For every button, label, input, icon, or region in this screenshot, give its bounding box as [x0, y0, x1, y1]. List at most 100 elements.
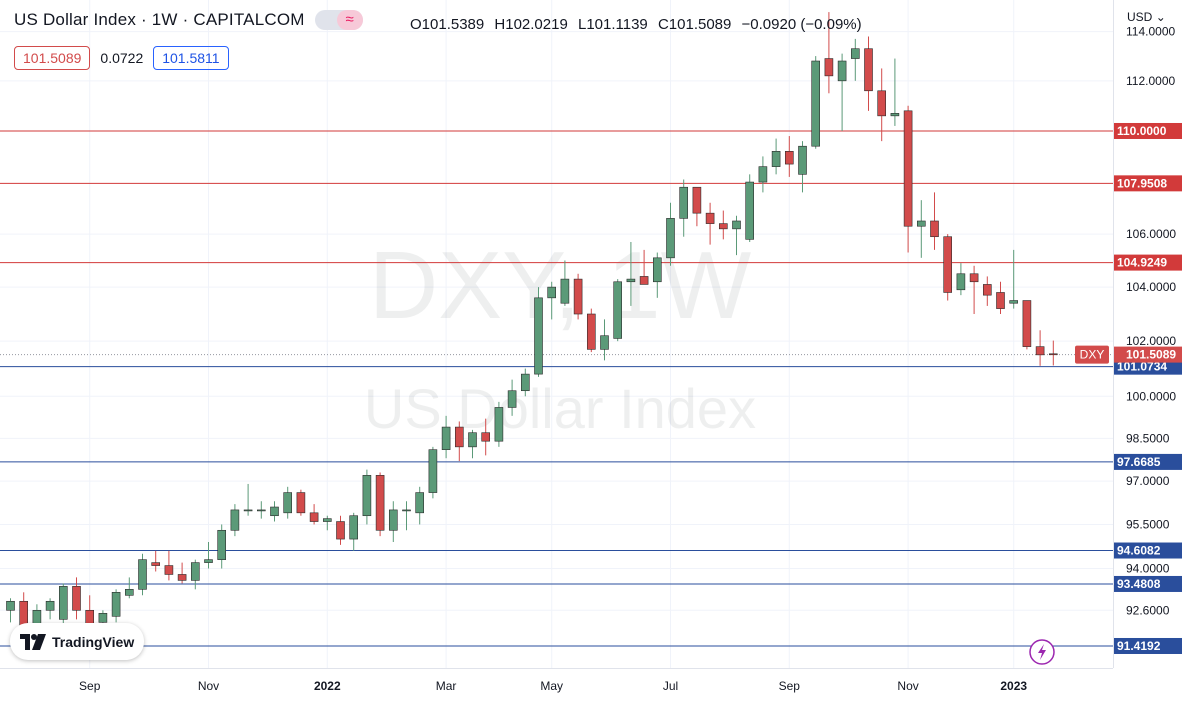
candle-body[interactable] [270, 506, 279, 517]
style-toggle[interactable]: ≈ [314, 10, 363, 30]
current-price-tag[interactable] [1114, 346, 1182, 363]
candle-body[interactable] [679, 186, 689, 219]
level-tag-support[interactable] [1114, 637, 1182, 654]
candle-body[interactable] [1049, 353, 1058, 356]
candle-body[interactable] [600, 335, 609, 350]
candle-body[interactable] [982, 284, 992, 296]
ask-price-box[interactable]: 101.5811 [153, 46, 229, 70]
candle-body[interactable] [349, 515, 359, 540]
candle-body[interactable] [138, 559, 147, 590]
candle-body[interactable] [784, 151, 794, 165]
candle-body[interactable] [6, 600, 15, 611]
candle-body[interactable] [547, 286, 557, 299]
candle-body[interactable] [125, 589, 134, 596]
candle-body[interactable] [943, 236, 953, 293]
level-tag-support[interactable] [1114, 358, 1182, 375]
candle-body[interactable] [296, 492, 306, 514]
level-tag-support[interactable] [1114, 575, 1182, 592]
candle-body[interactable] [191, 562, 200, 581]
candle-body[interactable] [850, 48, 860, 59]
candle-body[interactable] [151, 562, 160, 566]
candle-body[interactable] [204, 559, 213, 563]
candle-body[interactable] [441, 426, 451, 450]
candle-body[interactable] [428, 449, 438, 493]
candle-body[interactable] [481, 432, 491, 442]
candle-body[interactable] [415, 492, 425, 514]
candle-body[interactable] [58, 586, 68, 620]
candle-body[interactable] [98, 612, 108, 623]
candle-body[interactable] [996, 292, 1005, 309]
candle-body[interactable] [111, 592, 121, 617]
candle-body[interactable] [494, 407, 504, 442]
candle-body[interactable] [375, 475, 385, 531]
level-tag-support[interactable] [1114, 453, 1182, 470]
candle-body[interactable] [745, 181, 755, 240]
candle-body[interactable] [1035, 346, 1045, 356]
level-tag-resistance[interactable] [1114, 175, 1182, 192]
candle-body[interactable] [177, 574, 187, 581]
candle-body[interactable] [217, 529, 226, 560]
candle-body[interactable] [283, 492, 293, 514]
candle-body[interactable] [771, 151, 781, 167]
symbol-tag[interactable] [1075, 345, 1109, 364]
candle-body[interactable] [824, 58, 834, 77]
candle-body[interactable] [890, 113, 900, 117]
candle-body[interactable] [626, 278, 636, 283]
candle-body[interactable] [164, 565, 174, 575]
candle-body[interactable] [402, 509, 411, 512]
candle-body[interactable] [652, 257, 662, 283]
bid-price-box[interactable]: 101.5089 [14, 46, 91, 70]
candle-body[interactable] [877, 90, 887, 117]
candle-body[interactable] [336, 521, 345, 540]
candle-body[interactable] [718, 223, 728, 230]
candle-body[interactable] [534, 297, 543, 375]
candle-body[interactable] [798, 145, 807, 175]
candle-body[interactable] [930, 220, 939, 238]
watermark-symbol: DXY, 1W [369, 232, 752, 339]
candle-body[interactable] [560, 278, 570, 304]
candle-body[interactable] [956, 273, 966, 291]
candle-body[interactable] [811, 60, 821, 147]
level-tag-resistance[interactable] [1114, 254, 1182, 271]
candle-body[interactable] [454, 426, 464, 448]
candle-body[interactable] [388, 509, 398, 531]
candle-body[interactable] [72, 586, 81, 611]
candle-body[interactable] [705, 212, 715, 224]
candle-body[interactable] [573, 278, 583, 315]
currency-menu[interactable]: USD ⌄ [1127, 10, 1166, 24]
candle-body[interactable] [666, 218, 675, 259]
candle-body[interactable] [758, 166, 768, 183]
candle-body[interactable] [520, 373, 530, 392]
level-tag-support[interactable] [1114, 542, 1182, 559]
candle-body[interactable] [468, 432, 477, 448]
candle-body[interactable] [362, 475, 372, 517]
candle-body[interactable] [692, 186, 702, 214]
x-tick-label: Nov [897, 679, 918, 693]
candle-body[interactable] [243, 509, 253, 512]
plot-area[interactable] [0, 0, 1113, 668]
candle-body[interactable] [586, 313, 596, 350]
candle-body[interactable] [732, 220, 741, 230]
candle-body[interactable] [230, 509, 240, 531]
candle-body[interactable] [916, 220, 926, 227]
ohlc-low: L101.1139 [577, 16, 648, 33]
candle-body[interactable] [309, 512, 319, 522]
tradingview-logo[interactable]: TradingView [10, 623, 144, 660]
candle-body[interactable] [45, 600, 55, 611]
candle-body[interactable] [1022, 300, 1032, 347]
candle-body[interactable] [969, 273, 979, 283]
time-axis[interactable] [0, 668, 1113, 704]
candle-body[interactable] [837, 60, 847, 82]
level-tag-resistance[interactable] [1114, 122, 1182, 139]
candle-body[interactable] [1009, 300, 1019, 304]
symbol-title[interactable]: US Dollar Index · 1W · CAPITALCOM [14, 10, 305, 29]
candle-body[interactable] [864, 48, 873, 92]
candle-body[interactable] [639, 276, 649, 285]
candle-body[interactable] [256, 509, 266, 512]
candle-body[interactable] [613, 281, 623, 339]
candle-body[interactable] [507, 390, 517, 408]
candle-body[interactable] [322, 518, 332, 522]
candle-body[interactable] [903, 110, 913, 227]
